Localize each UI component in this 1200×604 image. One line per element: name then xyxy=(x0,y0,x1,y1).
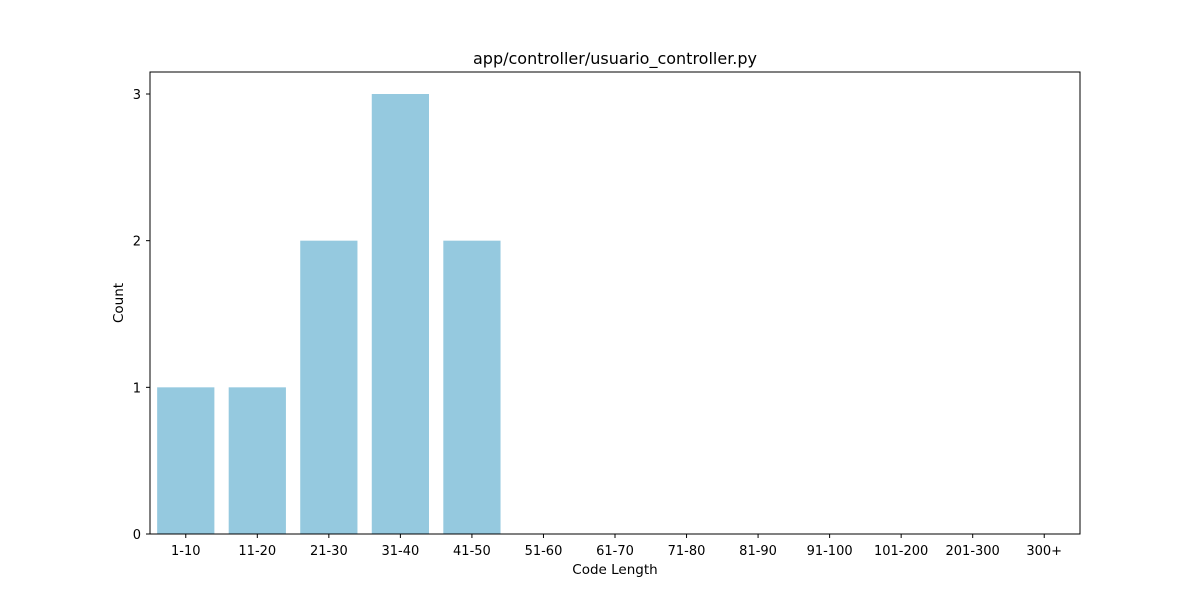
bar-31-40 xyxy=(371,94,429,534)
x-axis-ticks: 1-10 11-20 21-30 31-40 41-50 51-60 61-70 71-80 8… xyxy=(171,534,1062,559)
x-tick-label: 81-90 xyxy=(739,544,777,559)
x-axis-label: Code Length xyxy=(572,562,657,578)
x-tick-label: 41-50 xyxy=(453,544,491,559)
bars-layer xyxy=(157,94,501,534)
y-axis-label: Count xyxy=(111,283,127,323)
bar-41-50 xyxy=(443,240,501,534)
x-tick-label: 21-30 xyxy=(310,544,348,559)
x-tick-label: 11-20 xyxy=(238,544,276,559)
x-tick-label: 61-70 xyxy=(596,544,634,559)
x-tick-label: 101-200 xyxy=(874,544,928,559)
chart-title: app/controller/usuario_controller.py xyxy=(473,49,757,69)
x-tick-label: 71-80 xyxy=(668,544,706,559)
y-tick-label: 2 xyxy=(133,235,141,250)
bar-21-30 xyxy=(300,240,358,534)
bar-11-20 xyxy=(228,387,286,534)
y-axis-ticks: 0 1 2 3 xyxy=(133,88,150,543)
x-tick-label: 1-10 xyxy=(171,544,201,559)
y-tick-label: 1 xyxy=(133,381,141,396)
x-tick-label: 31-40 xyxy=(381,544,419,559)
x-tick-label: 51-60 xyxy=(525,544,563,559)
x-tick-label: 300+ xyxy=(1026,544,1062,559)
x-tick-label: 201-300 xyxy=(946,544,1000,559)
y-tick-label: 3 xyxy=(133,88,141,103)
bar-1-10 xyxy=(157,387,215,534)
x-tick-label: 91-100 xyxy=(807,544,853,559)
plot-area-frame xyxy=(149,71,1081,535)
y-tick-label: 0 xyxy=(133,528,141,543)
